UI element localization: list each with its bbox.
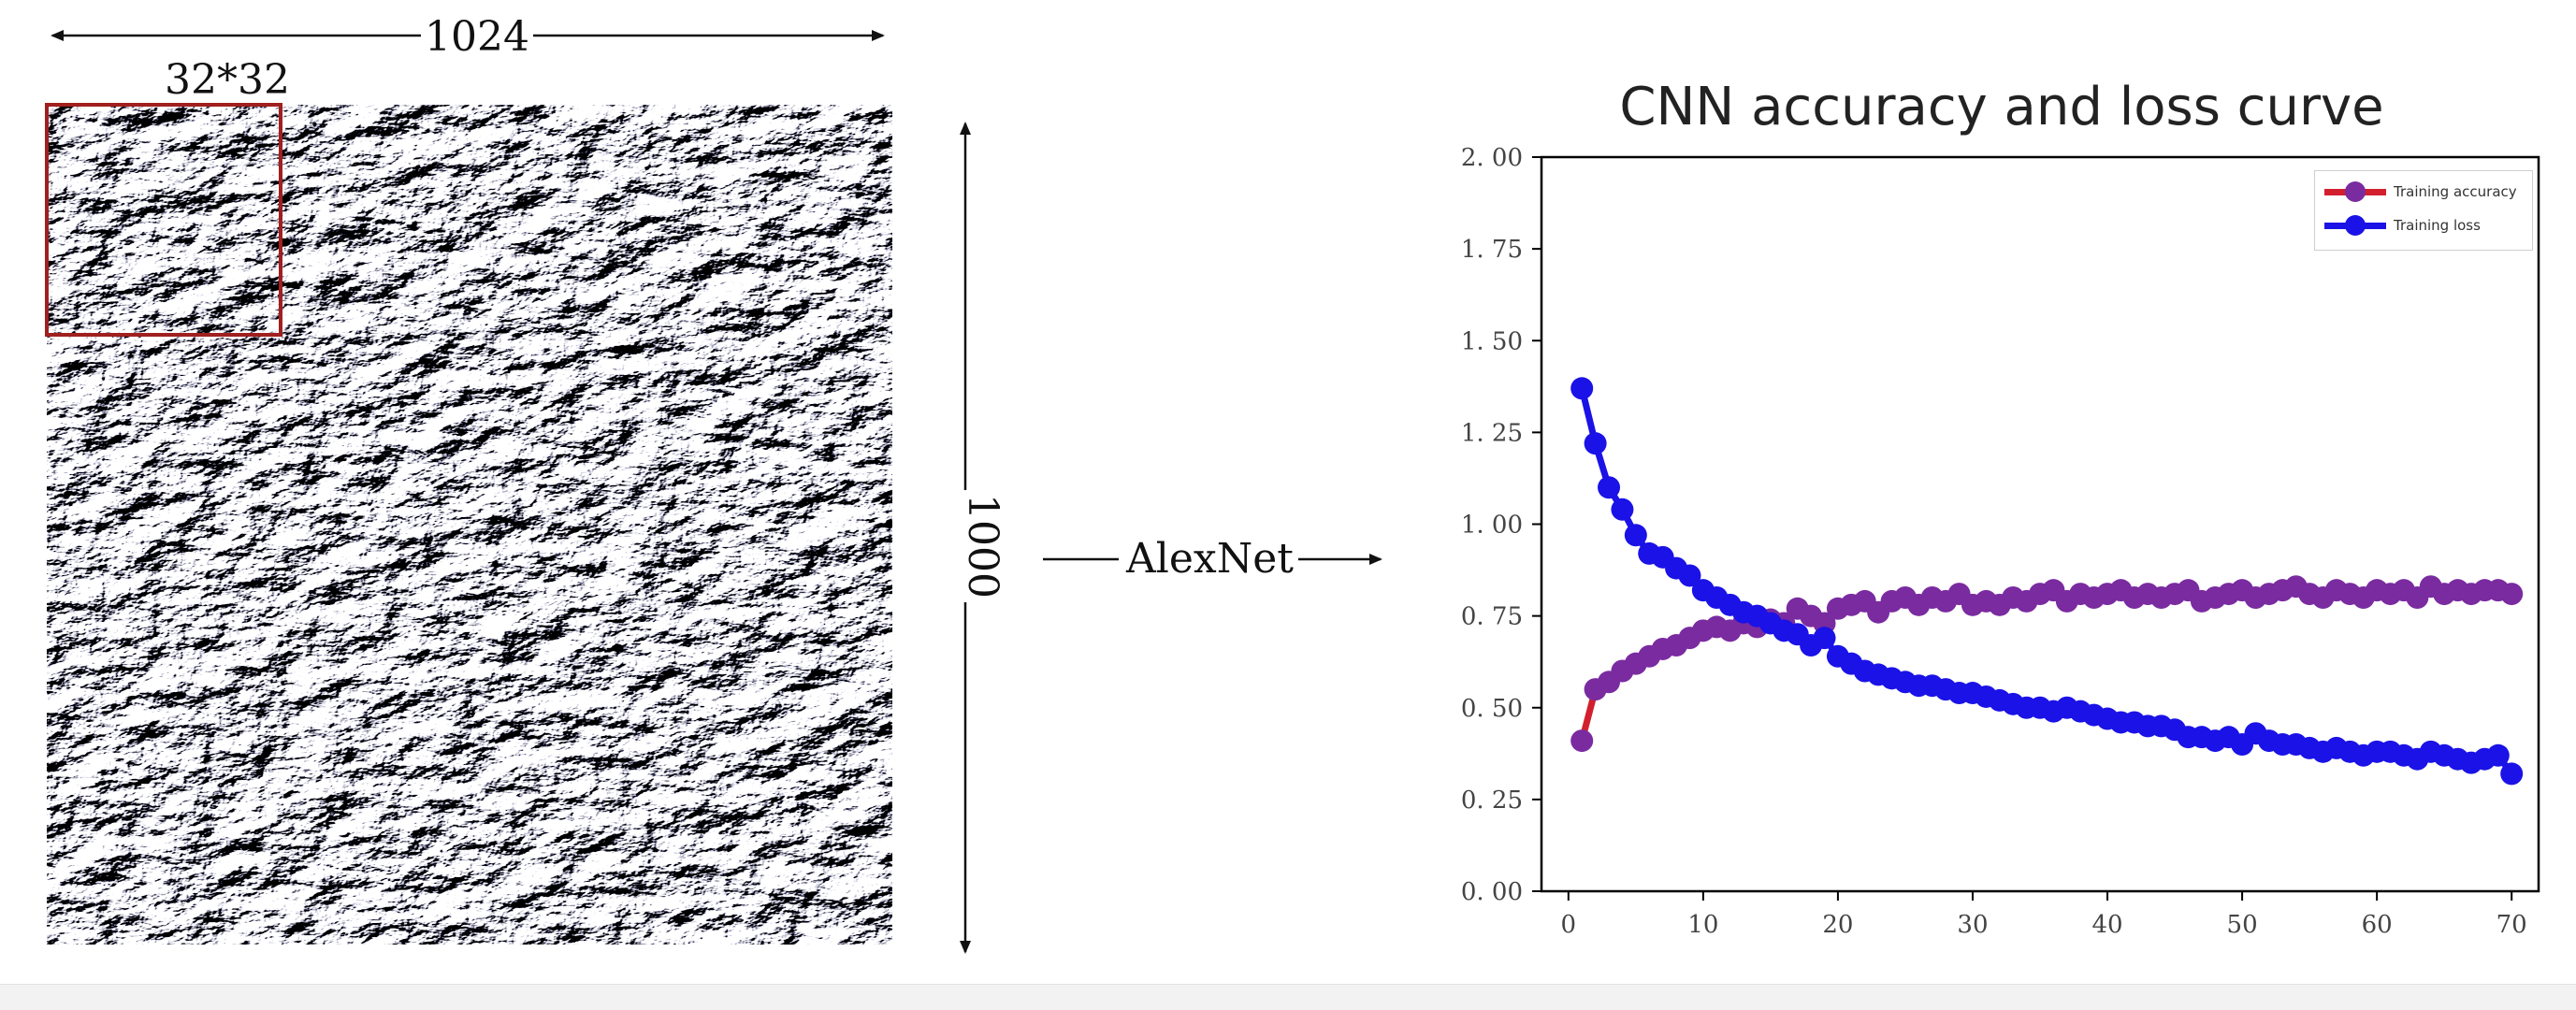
data-point-training-loss [2500,762,2524,786]
x-axis-ticks: 0 10 20 30 40 50 60 70 [1561,891,2527,939]
chart-title: CNN accuracy and loss curve [1619,77,2384,137]
y-tick-label: 0. 75 [1461,603,1523,631]
data-point-training-accuracy [1570,729,1594,753]
patch-box [45,103,282,337]
terrain-hillshade-image [47,105,892,945]
data-point-training-loss [1570,377,1594,400]
data-point-training-loss [1813,627,1836,650]
legend-label-accuracy: Training accuracy [2394,183,2517,200]
x-tick-label: 20 [1822,911,1853,939]
y-tick-label: 1. 50 [1461,327,1523,355]
y-tick-label: 1. 75 [1461,236,1523,264]
data-point-training-loss [2486,743,2510,767]
x-tick-label: 0 [1561,911,1577,939]
y-axis-ticks: 0. 00 0. 25 0. 50 0. 75 1. 00 1. 25 1. 50 1. 75… [1461,144,1541,906]
legend-label-loss: Training loss [2394,217,2481,234]
x-tick-label: 70 [2496,911,2527,939]
series-layer [1570,377,2524,786]
legend-swatch-loss [2324,214,2386,236]
x-tick-label: 50 [2227,911,2258,939]
data-point-training-loss [1678,564,1701,587]
height-dimension-label: 1000 [959,490,1006,602]
y-tick-label: 0. 50 [1461,695,1523,723]
legend-item-accuracy: Training accuracy [2324,180,2517,203]
chart-plot-frame [1540,155,2540,893]
data-point-training-loss [1624,524,1647,547]
data-point-training-loss [1598,476,1621,499]
x-tick-label: 60 [2362,911,2393,939]
accuracy-loss-chart: 0. 00 0. 25 0. 50 0. 75 1. 00 1. 25 1. 50 1. 75… [1461,144,2540,939]
y-tick-label: 0. 00 [1461,878,1523,906]
bottom-band [0,984,2576,1010]
y-tick-label: 1. 00 [1461,512,1523,540]
patch-size-label: 32*32 [165,56,290,104]
data-point-training-loss [1584,432,1607,455]
width-dimension-label: 1024 [421,17,533,58]
y-tick-label: 2. 00 [1461,144,1523,172]
alexnet-label: AlexNet [1126,535,1294,583]
legend-item-loss: Training loss [2324,214,2481,237]
y-tick-label: 0. 25 [1461,786,1523,815]
data-point-training-accuracy [2500,583,2524,606]
chart-legend: Training accuracy Training loss [2314,170,2533,251]
data-point-training-loss [1611,498,1634,521]
x-tick-label: 40 [2091,911,2122,939]
y-tick-label: 1. 25 [1461,419,1523,447]
x-tick-label: 30 [1957,911,1988,939]
x-tick-label: 10 [1687,911,1718,939]
legend-swatch-accuracy [2324,180,2386,202]
